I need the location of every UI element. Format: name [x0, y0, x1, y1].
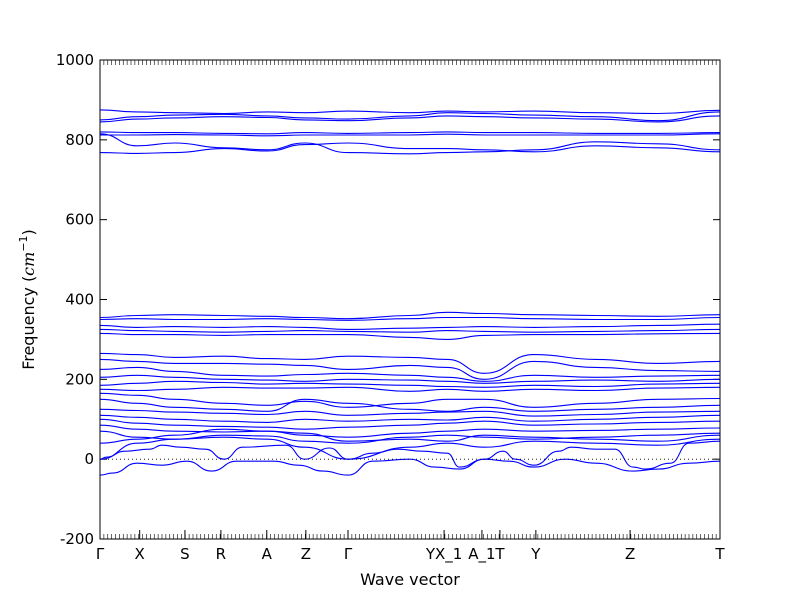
phonon-branch-18 — [99, 392, 721, 408]
x-tick-label: Z — [301, 545, 311, 563]
phonon-branch-8 — [99, 316, 721, 321]
phonon-branch-2 — [99, 115, 721, 123]
x-tick-label: Γ — [344, 545, 353, 563]
phonon-branch-15 — [99, 374, 721, 384]
phonon-branch-14 — [99, 366, 721, 382]
phonon-branch-28 — [99, 458, 721, 476]
y-axis-label-close: ) — [19, 229, 38, 235]
y-tick-label: 400 — [65, 291, 94, 309]
phonon-branch-10 — [99, 328, 721, 333]
phonon-branch-12 — [99, 352, 721, 374]
phonon-branch-16 — [99, 380, 721, 388]
x-tick-label: Γ — [96, 545, 105, 563]
y-tick-label: 1000 — [56, 51, 94, 69]
phonon-branch-6 — [99, 142, 721, 154]
phonon-branch-17 — [99, 386, 721, 392]
phonon-branch-3 — [99, 131, 721, 135]
x-tick-label: R — [216, 545, 226, 563]
y-tick-label: 600 — [65, 211, 94, 229]
series-layer — [99, 109, 721, 476]
x-tick-label: A — [262, 545, 273, 563]
y-tick-label: 800 — [65, 131, 94, 149]
phonon-branch-4 — [100, 133, 721, 137]
phonon-branch-7 — [99, 311, 721, 320]
x-tick-label: A_1 — [468, 545, 495, 564]
phonon-branch-0 — [99, 109, 721, 115]
phonon-branch-23 — [99, 424, 721, 438]
x-tick-label: T — [714, 545, 725, 563]
y-tick-label: -200 — [60, 530, 94, 548]
phonon-branch-5 — [99, 133, 721, 155]
phonon-branch-20 — [99, 408, 721, 417]
phonon-branch-11 — [99, 332, 721, 340]
x-tick-label: S — [180, 545, 190, 563]
ticks-layer — [99, 59, 721, 540]
phonon-branch-25 — [99, 428, 721, 444]
phonon-branch-21 — [99, 414, 721, 423]
phonon-branch-9 — [99, 323, 721, 330]
phonon-branch-19 — [99, 398, 721, 412]
y-axis-label: Frequency (cm−1) — [17, 229, 38, 370]
y-tick-label: 0 — [84, 450, 94, 468]
x-tick-label: YX_1 — [425, 545, 462, 564]
x-tick-label: T — [494, 545, 505, 563]
phonon-branch-22 — [99, 418, 721, 430]
phonon-branch-1 — [99, 111, 721, 122]
x-tick-label: Z — [625, 545, 635, 563]
y-axis-label-exponent: −1 — [17, 235, 30, 251]
plot-frame — [99, 59, 721, 540]
y-axis-label-unit: cm — [19, 252, 38, 276]
x-tick-label: Y — [530, 545, 541, 563]
y-axis-label-text: Frequency ( — [19, 276, 38, 370]
y-tick-label: 200 — [65, 370, 94, 388]
x-tick-label: X — [135, 545, 145, 563]
phonon-branch-27 — [99, 440, 721, 470]
phonon-branch-13 — [99, 358, 721, 380]
x-axis-label: Wave vector — [360, 570, 460, 589]
